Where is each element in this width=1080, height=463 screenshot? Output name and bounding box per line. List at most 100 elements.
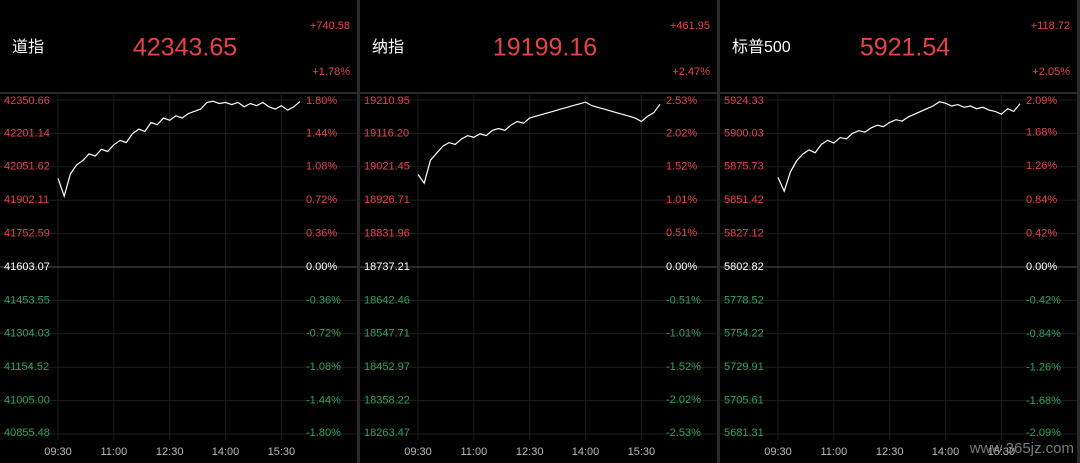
price-line — [777, 101, 1021, 193]
x-tick-label: 14:00 — [932, 446, 960, 458]
index-change-pct: +2.05% — [1032, 66, 1070, 78]
y2-tick-label: -2.53% — [666, 427, 701, 439]
y-tick-label: 18737.21 — [364, 261, 410, 273]
y2-tick-label: -2.02% — [666, 394, 701, 406]
x-tick-label: 11:00 — [460, 446, 487, 458]
y2-tick-label: -0.84% — [1026, 328, 1061, 340]
y2-tick-label: -0.51% — [666, 295, 701, 307]
y2-tick-label: 0.00% — [306, 261, 337, 273]
y2-tick-label: 1.08% — [306, 161, 337, 173]
y2-tick-label: 1.52% — [666, 161, 697, 173]
y-tick-label: 5705.61 — [724, 395, 764, 407]
y-tick-label: 41005.00 — [4, 395, 50, 407]
y-tick-label: 40855.48 — [4, 427, 50, 439]
y-tick-label: 5681.31 — [724, 427, 764, 439]
index-panel: 纳指 19199.16 +461.95 +2.47% 09:30 11:00 12:30 14… — [360, 0, 717, 463]
y2-tick-label: -1.68% — [1026, 395, 1061, 407]
y2-tick-label: -1.26% — [1026, 362, 1061, 374]
y-tick-label: 42201.14 — [4, 127, 50, 139]
y-tick-label: 41154.52 — [4, 361, 49, 373]
y-tick-label: 5924.33 — [724, 95, 764, 107]
y-tick-label: 41902.11 — [4, 194, 49, 206]
y2-tick-label: 0.42% — [1026, 227, 1057, 239]
index-price: 19199.16 — [493, 34, 597, 62]
y2-tick-label: -0.42% — [1026, 294, 1061, 306]
index-panel: 道指 42343.65 +740.58 +1.78% 09:30 11:00 12:30 14… — [0, 0, 357, 463]
y-tick-label: 5802.82 — [724, 261, 764, 273]
y2-tick-label: 2.53% — [666, 95, 697, 107]
x-tick-label: 11:00 — [820, 446, 847, 458]
y2-tick-label: -1.08% — [306, 361, 341, 373]
x-tick-label: 12:30 — [876, 446, 904, 458]
y-tick-label: 18926.71 — [364, 194, 410, 206]
index-price: 5921.54 — [860, 34, 950, 62]
x-tick-label: 14:00 — [572, 446, 600, 458]
index-change-pct: +2.47% — [672, 66, 710, 78]
x-tick-label: 11:00 — [100, 446, 127, 458]
watermark: www.365jz.com — [969, 440, 1074, 457]
y2-tick-label: -0.72% — [306, 328, 341, 340]
y-tick-label: 5875.73 — [724, 161, 764, 173]
y-tick-label: 19116.20 — [364, 127, 409, 139]
price-line — [57, 100, 301, 199]
y-tick-label: 41752.59 — [4, 228, 50, 240]
x-tick-label: 12:30 — [156, 446, 184, 458]
y-tick-label: 5851.42 — [724, 194, 764, 206]
y2-tick-label: -2.09% — [1026, 427, 1061, 439]
y-tick-label: 5827.12 — [724, 228, 764, 240]
y-tick-label: 5729.91 — [724, 361, 764, 373]
y-tick-label: 18831.96 — [364, 228, 410, 240]
x-tick-label: 15:30 — [268, 446, 296, 458]
x-tick-label: 09:30 — [44, 446, 72, 458]
y-tick-label: 42350.66 — [4, 95, 50, 107]
index-change: +461.95 — [670, 20, 710, 32]
y2-tick-label: 2.09% — [1026, 95, 1057, 107]
y-tick-label: 19210.95 — [364, 95, 410, 107]
index-name: 道指 — [12, 38, 44, 56]
y-tick-label: 41304.03 — [4, 328, 50, 340]
y2-tick-label: 1.44% — [306, 127, 337, 139]
y-tick-label: 19021.45 — [364, 161, 410, 173]
index-change-pct: +1.78% — [312, 66, 350, 78]
x-tick-label: 09:30 — [404, 446, 432, 458]
y2-tick-label: -1.44% — [306, 395, 341, 407]
y2-tick-label: 0.00% — [1026, 261, 1057, 273]
y2-tick-label: -1.52% — [666, 361, 701, 373]
x-tick-label: 12:30 — [516, 446, 544, 458]
y2-tick-label: 0.51% — [666, 227, 697, 239]
x-tick-label: 09:30 — [764, 446, 792, 458]
index-name: 纳指 — [372, 38, 404, 56]
y2-tick-label: 1.80% — [306, 95, 337, 107]
index-panel: 标普500 5921.54 +118.72 +2.05% 09:30 11:00 12:30… — [720, 0, 1077, 463]
y2-tick-label: 0.36% — [306, 228, 337, 240]
y2-tick-label: 0.84% — [1026, 194, 1057, 206]
y2-tick-label: -1.01% — [666, 328, 701, 340]
x-tick-label: 14:00 — [212, 446, 240, 458]
y2-tick-label: 0.00% — [666, 261, 697, 273]
y-tick-label: 5900.03 — [724, 127, 764, 139]
y2-tick-label: -1.80% — [306, 427, 341, 439]
y-tick-label: 41453.55 — [4, 294, 50, 306]
y2-tick-label: 1.68% — [1026, 127, 1057, 139]
y-tick-label: 5778.52 — [724, 294, 764, 306]
index-name: 标普500 — [732, 38, 791, 56]
y-tick-label: 18263.47 — [364, 427, 410, 439]
y-tick-label: 18642.46 — [364, 294, 410, 306]
index-price: 42343.65 — [133, 34, 237, 62]
index-change: +740.58 — [310, 20, 350, 32]
y2-tick-label: 1.01% — [666, 194, 697, 206]
y-tick-label: 18452.97 — [364, 361, 410, 373]
panel-background — [0, 0, 357, 463]
price-line — [417, 101, 661, 185]
y-tick-label: 18547.71 — [364, 328, 410, 340]
panel-background — [360, 0, 717, 463]
y2-tick-label: 1.26% — [1026, 160, 1057, 172]
y-tick-label: 42051.62 — [4, 161, 50, 173]
y-tick-label: 5754.22 — [724, 328, 764, 340]
y-tick-label: 18358.22 — [364, 395, 410, 407]
index-change: +118.72 — [1031, 20, 1070, 32]
y2-tick-label: 0.72% — [306, 194, 337, 206]
y2-tick-label: 2.02% — [666, 128, 697, 140]
x-tick-label: 15:30 — [988, 446, 1016, 458]
